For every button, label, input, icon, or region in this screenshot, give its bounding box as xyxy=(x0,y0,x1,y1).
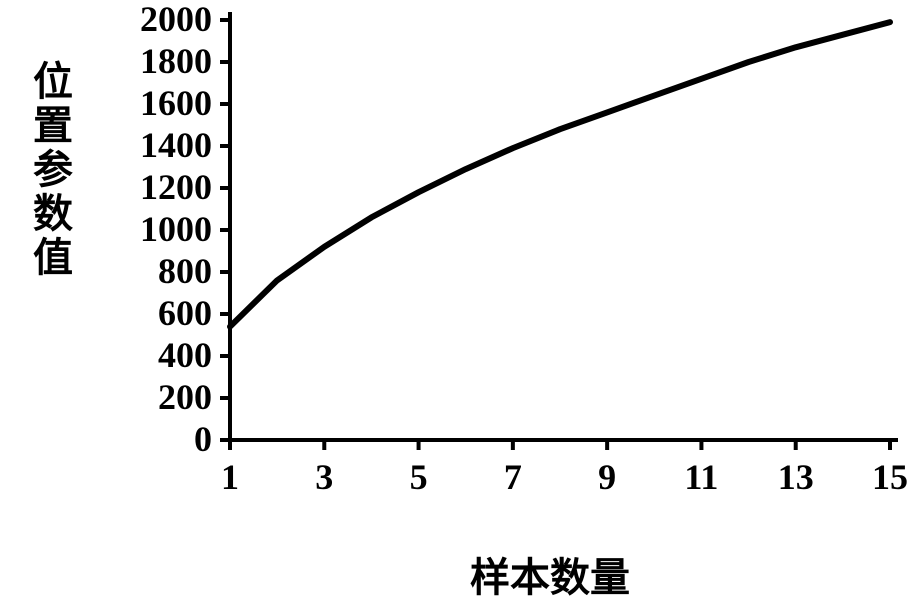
x-tick-label: 13 xyxy=(766,456,826,498)
x-tick-label: 9 xyxy=(577,456,637,498)
y-tick-label: 0 xyxy=(194,418,212,460)
y-axis-label-text: 位置参数值 xyxy=(20,60,78,280)
y-tick-label: 800 xyxy=(158,250,212,292)
chart-svg xyxy=(0,0,917,611)
y-tick-label: 1400 xyxy=(140,124,212,166)
y-tick-label: 1600 xyxy=(140,82,212,124)
y-axis-label: 位置参数值 xyxy=(20,60,78,280)
y-tick-label: 400 xyxy=(158,334,212,376)
y-tick-label: 1800 xyxy=(140,40,212,82)
y-tick-label: 2000 xyxy=(140,0,212,40)
x-tick-label: 15 xyxy=(860,456,917,498)
chart-container: 位置参数值 样本数量 02004006008001000120014001600… xyxy=(0,0,917,611)
x-tick-label: 5 xyxy=(389,456,449,498)
x-tick-label: 1 xyxy=(200,456,260,498)
y-tick-label: 600 xyxy=(158,292,212,334)
y-tick-label: 200 xyxy=(158,376,212,418)
x-axis-label: 样本数量 xyxy=(470,545,630,603)
x-tick-label: 3 xyxy=(294,456,354,498)
x-tick-label: 7 xyxy=(483,456,543,498)
x-tick-label: 11 xyxy=(671,456,731,498)
x-axis-label-text: 样本数量 xyxy=(470,555,630,600)
y-tick-label: 1200 xyxy=(140,166,212,208)
y-tick-label: 1000 xyxy=(140,208,212,250)
